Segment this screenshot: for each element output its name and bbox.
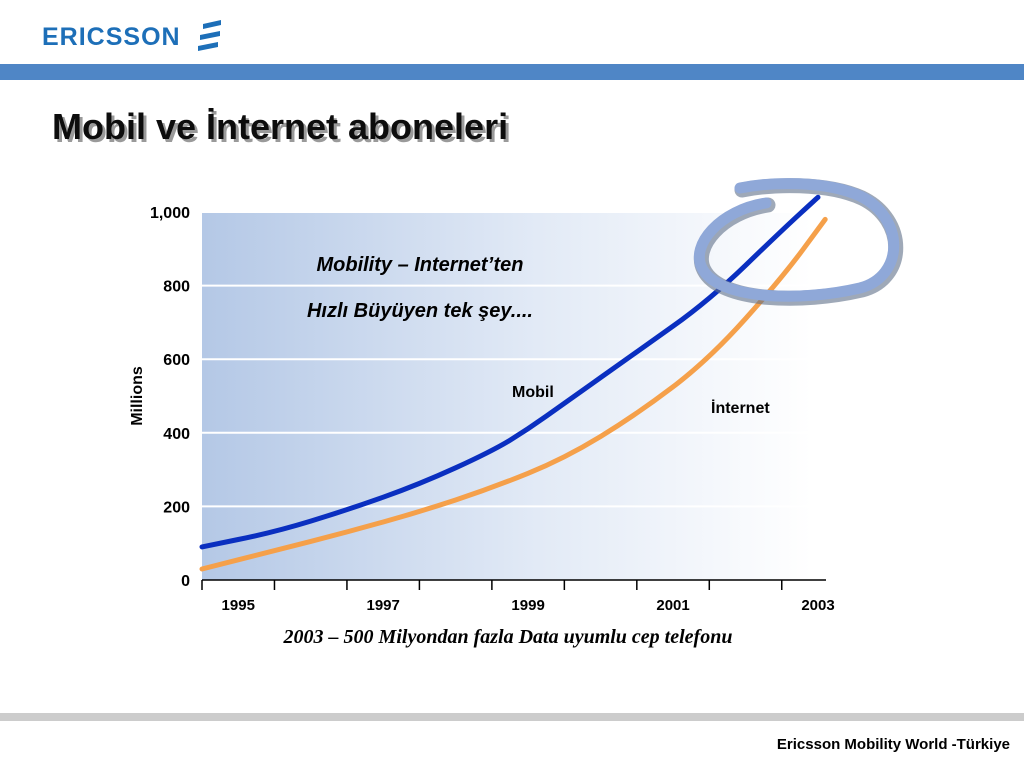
y-axis-label: Millions <box>129 366 146 426</box>
series-label-internet: İnternet <box>711 399 770 417</box>
header-band <box>0 64 1024 80</box>
y-tick-label: 0 <box>181 573 190 590</box>
ericsson-logo: ERICSSON <box>42 20 223 54</box>
footer-text: Ericsson Mobility World -Türkiye <box>776 736 1010 753</box>
y-tick-label: 600 <box>163 352 190 369</box>
x-tick-label: 2003 <box>801 597 834 614</box>
highlight-circle <box>693 178 904 306</box>
y-tick-label: 1,000 <box>150 205 190 222</box>
series-label-mobil: Mobil <box>512 384 554 401</box>
mobil-series-line <box>199 194 821 550</box>
x-tick-label: 1995 <box>222 597 255 614</box>
footer-band <box>0 713 1024 721</box>
y-tick-label: 400 <box>163 426 190 443</box>
annotation-line-1: Mobility – Internet’ten <box>316 254 523 276</box>
x-tick-label: 1999 <box>511 597 544 614</box>
y-tick-label: 200 <box>163 499 190 516</box>
y-tick-label: 800 <box>163 279 190 296</box>
logo-text: ERICSSON <box>42 22 181 51</box>
chart-caption: 2003 – 500 Milyondan fazla Data uyumlu c… <box>283 626 733 648</box>
x-tick-label: 1997 <box>366 597 399 614</box>
slide-title: Mobil ve İnternet aboneleri <box>52 106 509 147</box>
annotation-line-2: Hızlı Büyüyen tek şey.... <box>307 300 533 322</box>
x-tick-label: 2001 <box>656 597 689 614</box>
ericsson-logo-mark-icon <box>197 20 221 51</box>
